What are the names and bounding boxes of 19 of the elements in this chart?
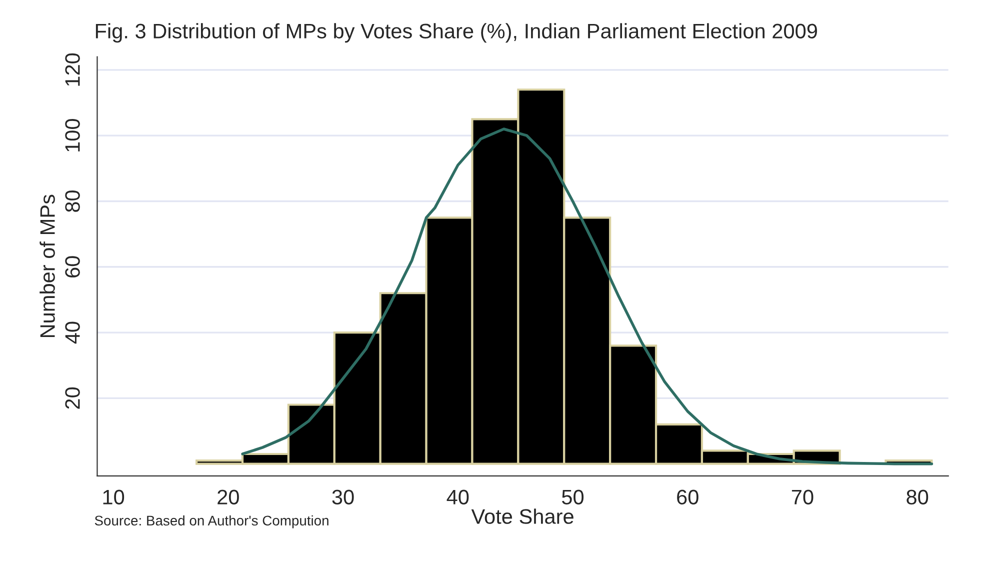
x-tick-label: 30 (332, 490, 354, 504)
source-note: Source: Based on Author's Compution (94, 515, 328, 528)
x-tick-label: 60 (677, 490, 698, 504)
y-tick-label: 40 (65, 322, 80, 344)
x-tick-label: 20 (218, 490, 239, 504)
y-tick-label: 20 (65, 387, 80, 409)
x-tick-label: 80 (906, 490, 928, 504)
chart-title: Fig. 3 Distribution of MPs by Votes Share (%), Indian Parliament Election 2009 (96, 23, 817, 43)
y-tick-label: 60 (65, 256, 80, 278)
x-tick-label: 50 (562, 490, 584, 504)
line-series (241, 128, 934, 466)
x-tick-label: 40 (446, 490, 469, 504)
y-axis-title: Number of MPs (40, 194, 55, 338)
x-tick-label: 10 (103, 490, 124, 504)
y-tick-label: 120 (65, 53, 80, 86)
y-tick-label: 80 (65, 190, 80, 212)
y-tick-label: 100 (65, 119, 80, 152)
x-tick-label: 70 (792, 490, 814, 504)
x-axis-title: Vote Share (471, 508, 574, 524)
